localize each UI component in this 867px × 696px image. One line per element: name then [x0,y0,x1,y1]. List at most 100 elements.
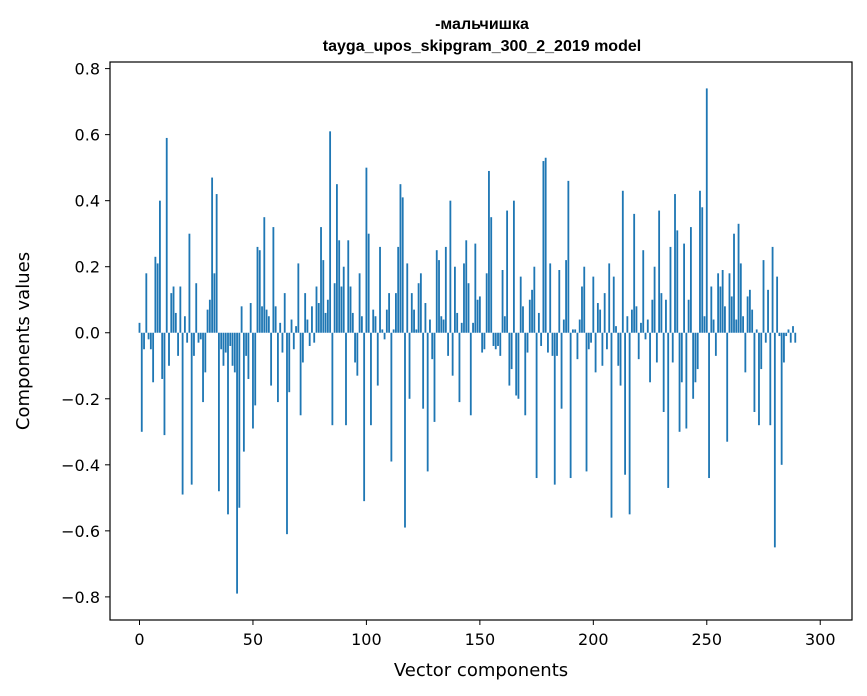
bar [440,316,443,333]
bar [562,319,565,333]
bar [438,260,440,333]
bar [760,332,763,370]
bar [576,332,579,360]
bar [726,332,729,442]
bar [531,289,533,333]
bar [152,332,155,383]
bar [193,332,195,356]
x-axis-label: Vector components [394,660,568,681]
bar [540,332,543,346]
bar [469,332,472,416]
bar [581,286,583,333]
bar [646,319,649,333]
bar [762,260,765,333]
bar [454,266,456,333]
bar [633,213,636,333]
bar [769,332,772,426]
y-axis-label: Components values [13,252,34,430]
bar [755,329,758,333]
bar [238,332,241,508]
x-axis-ticks: 0 50 100 150 200 250 300 [134,620,836,649]
bar [474,243,477,333]
bar [567,180,570,333]
bar [283,293,286,333]
bar [590,332,592,343]
bar [406,263,409,333]
bar [456,312,459,333]
bar [517,332,520,399]
bar [392,329,395,333]
bar [247,332,250,379]
bar [267,316,270,333]
bar [292,332,295,350]
bar [599,309,602,333]
bar [501,270,504,333]
bar [385,309,388,333]
bar [401,197,404,333]
bar [290,319,293,333]
bar [512,200,515,333]
bar [522,306,524,333]
bar [524,332,527,416]
bar [256,246,259,333]
bar [705,88,708,333]
bar [780,332,783,465]
bar [789,332,792,343]
bar [213,273,216,333]
bar [467,283,470,333]
bar [637,332,640,360]
bar [497,332,499,346]
bar [222,332,225,366]
bar [712,319,715,333]
bar [433,332,436,422]
bar [751,309,754,333]
bar [724,306,726,333]
bar [374,316,377,333]
bar [594,332,597,373]
plot-area-frame [109,61,853,621]
bar [733,233,735,333]
bar [245,332,248,356]
bar [544,157,547,333]
bar [156,263,159,333]
bar [694,332,697,383]
bar [478,296,481,333]
bar [574,329,577,333]
bar [483,332,486,350]
bar [424,303,427,333]
bar [553,332,556,485]
bar [324,312,327,333]
bar [159,200,161,333]
bar [783,332,785,363]
bar [519,276,522,333]
bar [606,332,608,350]
bar [306,319,309,333]
bar [413,309,415,333]
bar [372,309,375,333]
bar [365,167,368,333]
bar [612,276,615,333]
bar [218,332,220,492]
bar [149,332,152,350]
bar [204,332,207,373]
bar [345,332,347,426]
y-tick-label: −0.4 [61,456,100,475]
bar [653,266,656,333]
bar [143,332,145,350]
bar [286,332,288,535]
bar [644,332,647,340]
bar [542,161,545,333]
y-tick-label: 0.4 [75,192,100,211]
bar [640,322,642,333]
bar [444,246,447,333]
bar [172,286,175,333]
bar [635,306,638,333]
bar [739,263,742,333]
bar [488,170,490,333]
bar [301,332,304,363]
bar [249,303,252,333]
bar [526,332,529,353]
bar [329,131,332,333]
bar [492,332,495,346]
